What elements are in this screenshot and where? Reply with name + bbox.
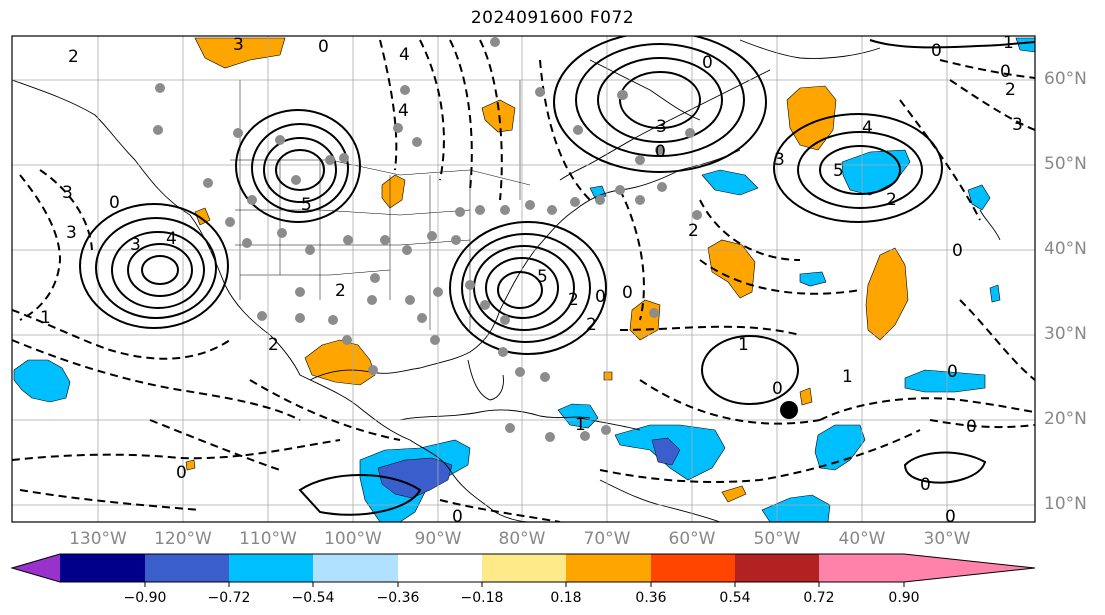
colorbar-segment-11	[904, 554, 1035, 582]
svg-text:2: 2	[688, 221, 699, 241]
svg-text:0: 0	[966, 417, 977, 437]
strong-negative-fills	[377, 437, 681, 499]
svg-text:30°N: 30°N	[1044, 324, 1087, 344]
svg-text:2: 2	[1005, 80, 1016, 100]
colorbar-segment-2	[145, 554, 229, 582]
svg-text:80°W: 80°W	[499, 529, 546, 549]
positive-contours	[79, 36, 1035, 516]
contour-labels: 2 3 0 0 0 1 4 3 3 3 4 0 5 2 3 4 5 0 1 1 …	[40, 33, 1023, 527]
svg-text:−0.54: −0.54	[292, 590, 335, 606]
svg-text:0: 0	[772, 379, 783, 399]
svg-text:1: 1	[1003, 33, 1014, 53]
svg-text:0: 0	[952, 241, 963, 261]
svg-text:5: 5	[301, 195, 312, 215]
svg-text:−0.72: −0.72	[208, 590, 251, 606]
svg-text:70°W: 70°W	[584, 529, 631, 549]
map-frame	[11, 35, 1036, 523]
colorbar-segment-1	[60, 554, 145, 582]
graticule	[12, 36, 1035, 522]
svg-text:1: 1	[40, 308, 51, 328]
svg-text:0.54: 0.54	[719, 590, 750, 606]
svg-text:0.18: 0.18	[550, 590, 581, 606]
svg-text:30°W: 30°W	[924, 529, 971, 549]
svg-text:0: 0	[1000, 62, 1011, 82]
svg-text:0: 0	[702, 53, 713, 73]
svg-text:90°W: 90°W	[415, 529, 462, 549]
svg-text:4: 4	[862, 118, 873, 138]
svg-text:3: 3	[656, 117, 667, 137]
svg-text:2: 2	[335, 281, 346, 301]
svg-text:0: 0	[920, 475, 931, 495]
svg-text:−0.90: −0.90	[124, 590, 167, 606]
colorbar-segment-6	[482, 554, 566, 582]
svg-text:50°W: 50°W	[754, 529, 801, 549]
svg-text:20°N: 20°N	[1044, 409, 1087, 429]
colorbar-segment-10	[819, 554, 904, 582]
svg-text:0: 0	[931, 41, 942, 61]
svg-text:0: 0	[655, 142, 666, 162]
colorbar-segment-9	[735, 554, 819, 582]
positive-anomaly-fills	[185, 37, 909, 503]
svg-text:5: 5	[833, 161, 844, 181]
svg-text:3: 3	[62, 183, 73, 203]
map-title: 2024091600 F072	[470, 8, 635, 28]
svg-text:4: 4	[399, 45, 410, 65]
svg-text:1: 1	[842, 367, 853, 387]
colorbar-tick-labels: −0.90 −0.72 −0.54 −0.36 −0.18 0.18 0.36 …	[124, 590, 920, 606]
svg-text:2: 2	[568, 290, 579, 310]
svg-text:3: 3	[130, 235, 141, 255]
svg-text:0: 0	[318, 37, 329, 57]
svg-text:3: 3	[233, 35, 244, 55]
colorbar: −0.90 −0.72 −0.54 −0.36 −0.18 0.18 0.36 …	[10, 553, 1036, 606]
svg-text:50°N: 50°N	[1044, 154, 1087, 174]
svg-text:4: 4	[166, 229, 177, 249]
negative-anomaly-fills	[13, 37, 1035, 522]
svg-text:2: 2	[886, 190, 897, 210]
longitude-labels: 130°W 120°W 110°W 100°W 90°W 80°W 70°W 6…	[69, 529, 971, 549]
svg-text:0: 0	[452, 507, 463, 527]
svg-text:0.36: 0.36	[635, 590, 666, 606]
svg-text:110°W: 110°W	[239, 529, 297, 549]
colorbar-segment-4	[313, 554, 398, 582]
svg-text:3: 3	[774, 150, 785, 170]
svg-text:0: 0	[176, 463, 187, 483]
marker-dot	[780, 401, 798, 419]
svg-text:130°W: 130°W	[69, 529, 127, 549]
svg-text:2: 2	[68, 47, 79, 67]
station-dots	[153, 37, 702, 442]
svg-text:3: 3	[1012, 115, 1023, 135]
negative-contours	[12, 39, 1035, 522]
svg-text:40°N: 40°N	[1044, 239, 1087, 259]
svg-text:100°W: 100°W	[324, 529, 382, 549]
svg-text:4: 4	[398, 101, 409, 121]
svg-text:60°W: 60°W	[669, 529, 716, 549]
svg-text:0: 0	[595, 287, 606, 307]
svg-text:40°W: 40°W	[839, 529, 886, 549]
svg-text:3: 3	[66, 223, 77, 243]
latitude-labels: 60°N 50°N 40°N 30°N 20°N 10°N	[1044, 69, 1087, 514]
svg-text:0: 0	[945, 507, 956, 527]
svg-text:2: 2	[586, 315, 597, 335]
svg-text:60°N: 60°N	[1044, 69, 1087, 89]
svg-text:0: 0	[622, 283, 633, 303]
colorbar-segment-0	[12, 554, 60, 582]
colorbar-segment-7	[566, 554, 651, 582]
state-borders	[230, 80, 531, 330]
svg-text:0.90: 0.90	[888, 590, 919, 606]
svg-text:0.72: 0.72	[803, 590, 834, 606]
svg-text:1: 1	[575, 415, 586, 435]
svg-text:2: 2	[268, 335, 279, 355]
svg-text:1: 1	[738, 335, 749, 355]
colorbar-segment-8	[651, 554, 735, 582]
colorbar-segment-5	[398, 554, 482, 582]
svg-text:120°W: 120°W	[154, 529, 212, 549]
svg-text:−0.36: −0.36	[377, 590, 420, 606]
svg-text:10°N: 10°N	[1044, 494, 1087, 514]
svg-text:0: 0	[109, 193, 120, 213]
svg-text:−0.18: −0.18	[461, 590, 504, 606]
colorbar-segment-3	[229, 554, 313, 582]
svg-text:0: 0	[947, 362, 958, 382]
svg-text:5: 5	[537, 267, 548, 287]
